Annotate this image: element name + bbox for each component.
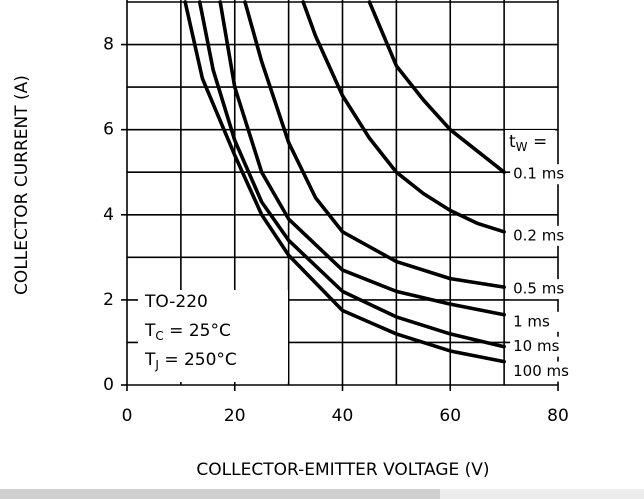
legend-label: 10 ms xyxy=(513,337,559,355)
legend-title-part: W xyxy=(516,140,528,154)
annotation-part: T xyxy=(144,321,156,341)
annotation-part: = 250°C xyxy=(159,350,237,370)
x-tick-label: 60 xyxy=(439,406,461,426)
curve xyxy=(301,0,506,234)
y-axis-label: COLLECTOR CURRENT (A) xyxy=(12,75,32,295)
y-tick-label: 4 xyxy=(103,205,114,225)
annotation-part: T xyxy=(144,350,156,370)
legend-title: tW = xyxy=(509,132,547,154)
legend-label: 0.1 ms xyxy=(513,165,564,183)
bottom-bar xyxy=(440,489,644,499)
y-tick-label: 6 xyxy=(103,120,114,140)
annotation-part: J xyxy=(154,358,159,372)
legend-bg xyxy=(510,336,577,357)
legend-label: 100 ms xyxy=(513,362,569,380)
legend-bg xyxy=(510,225,577,246)
legend-bg xyxy=(510,164,577,185)
legend-bg xyxy=(510,311,577,332)
curve xyxy=(367,0,506,175)
annotation: TC = 25°C xyxy=(144,321,231,343)
x-tick-label: 80 xyxy=(547,406,569,426)
x-tick-label: 40 xyxy=(332,406,354,426)
legend-label: 0.2 ms xyxy=(513,226,564,244)
legend-title-bg xyxy=(505,130,555,156)
legend-bg xyxy=(510,279,577,300)
annotation: TO-220 xyxy=(144,292,208,312)
x-axis-label: COLLECTOR-EMITTER VOLTAGE (V) xyxy=(196,460,489,480)
x-tick-label: 20 xyxy=(224,406,246,426)
curve xyxy=(218,0,506,317)
y-tick-label: 8 xyxy=(103,35,114,55)
annotation-part: C xyxy=(155,329,163,343)
annotation-bg xyxy=(138,290,288,382)
legend-label: 0.5 ms xyxy=(513,280,564,298)
annotation: TJ = 250°C xyxy=(144,350,237,372)
annotation-part: TO-220 xyxy=(144,292,208,312)
bottom-bar xyxy=(0,489,440,499)
legend-title-part: = xyxy=(528,132,548,152)
legend-bg xyxy=(510,361,577,382)
legend-title-part: t xyxy=(509,132,516,152)
curve xyxy=(197,0,506,349)
y-tick-label: 2 xyxy=(103,290,114,310)
legend-label: 1 ms xyxy=(513,312,550,330)
x-tick-label: 0 xyxy=(122,406,133,426)
curve xyxy=(183,0,506,364)
y-tick-label: 0 xyxy=(103,375,114,395)
curve xyxy=(243,0,506,289)
annotation-part: = 25°C xyxy=(164,321,231,341)
